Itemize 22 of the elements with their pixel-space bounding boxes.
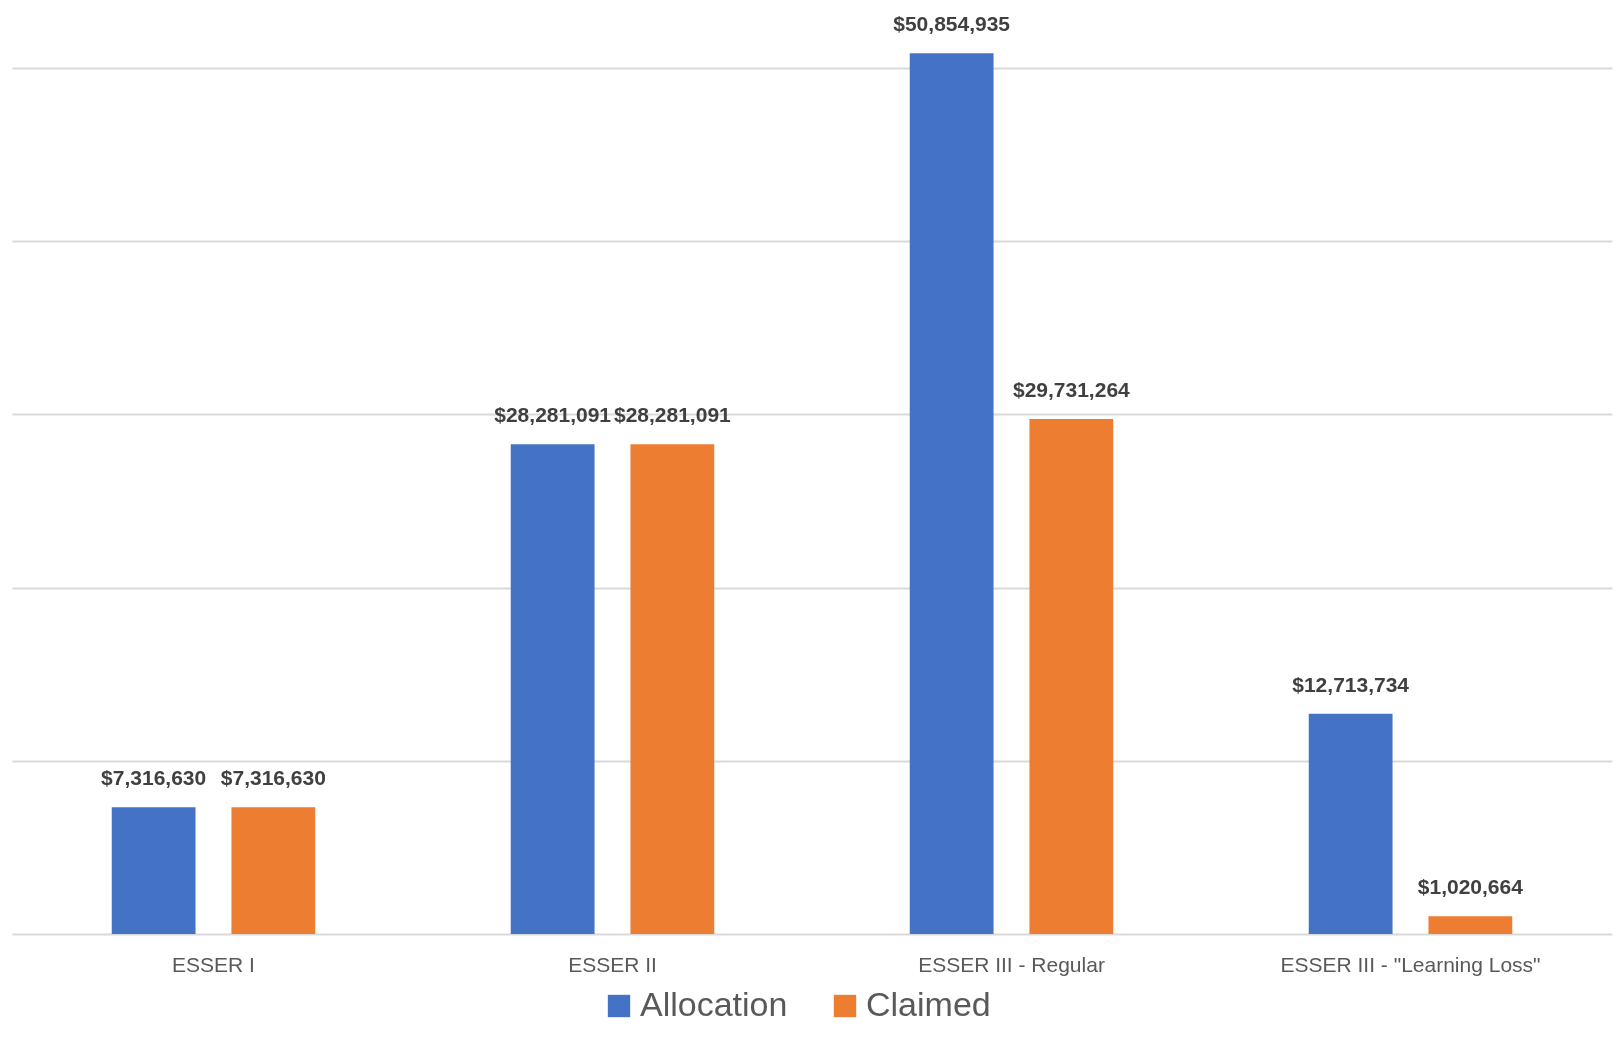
bar	[231, 807, 316, 934]
x-tick-label: ESSER III - Regular	[918, 952, 1105, 976]
bar	[1428, 916, 1513, 934]
legend-label: Claimed	[866, 985, 991, 1023]
bar	[1308, 713, 1393, 934]
legend-label: Allocation	[640, 985, 788, 1023]
data-label: $12,713,734	[1292, 672, 1410, 696]
bar	[1029, 419, 1114, 934]
data-label: $28,281,091	[494, 403, 612, 427]
bar	[630, 444, 715, 934]
x-tick-label: ESSER III - "Learning Loss"	[1280, 952, 1541, 976]
data-label: $7,316,630	[220, 766, 326, 790]
data-label: $1,020,664	[1417, 875, 1524, 899]
x-tick-label: ESSER II	[568, 952, 657, 976]
data-label: $7,316,630	[101, 766, 207, 790]
data-label: $29,731,264	[1012, 378, 1131, 402]
bar	[111, 807, 196, 934]
data-label: $28,281,091	[613, 403, 732, 427]
x-tick-label: ESSER I	[172, 952, 255, 976]
data-label: $50,854,935	[893, 12, 1011, 36]
bar	[909, 53, 994, 934]
bar	[510, 444, 595, 934]
